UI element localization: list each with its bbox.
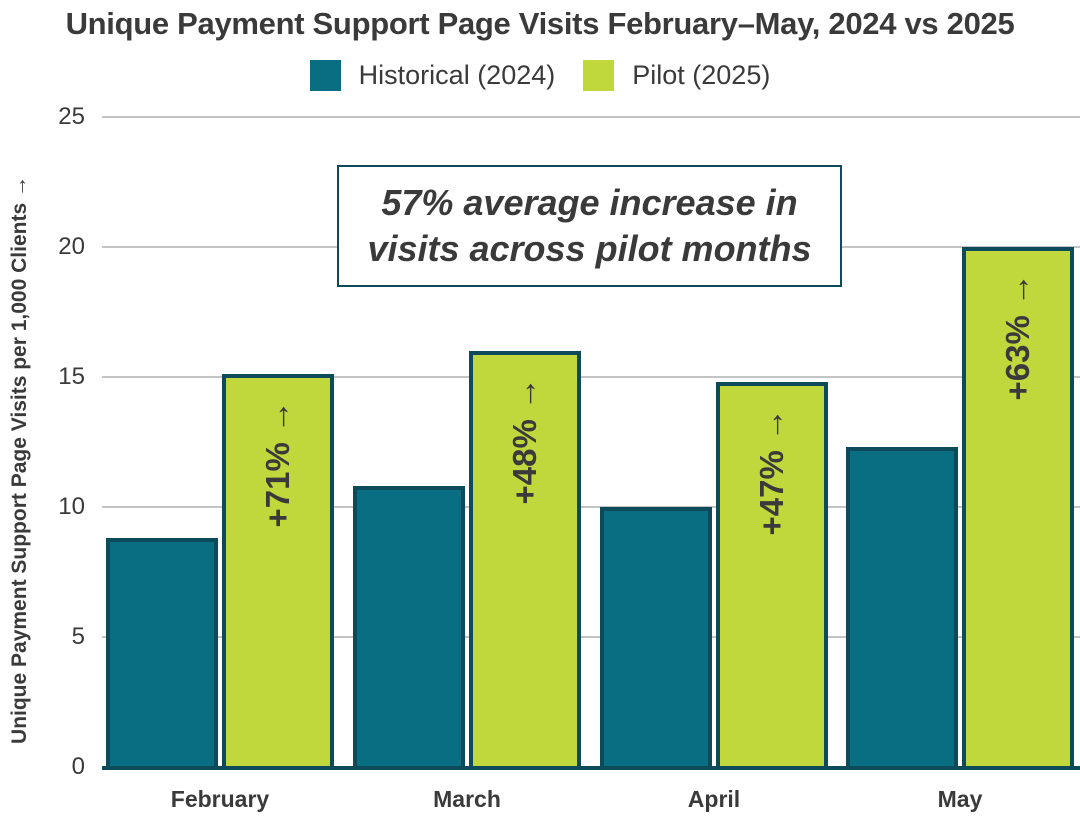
bar-historical-april	[600, 507, 712, 767]
legend: Historical (2024) Pilot (2025)	[0, 60, 1080, 91]
bar-pilot-may: +63% →	[962, 247, 1074, 767]
y-tick-label: 15	[58, 363, 85, 390]
legend-item-historical: Historical (2024)	[309, 60, 556, 91]
chart-title: Unique Payment Support Page Visits Febru…	[65, 6, 1015, 41]
legend-label-historical: Historical (2024)	[358, 60, 556, 90]
legend-label-pilot: Pilot (2025)	[632, 60, 771, 90]
bar-percent-label: +48% →	[506, 377, 543, 505]
bar-pilot-february: +71% →	[222, 374, 334, 767]
legend-swatch-historical	[309, 60, 341, 91]
x-tick-label-april: April	[687, 786, 741, 812]
bar-historical-march	[353, 486, 465, 767]
bar-percent-label: +63% →	[999, 273, 1036, 401]
bar-pilot-march: +48% →	[469, 351, 581, 767]
annotation-line-1: 57% average increase in	[381, 182, 798, 223]
y-axis-label: Unique Payment Support Page Visits per 1…	[8, 176, 31, 744]
bar-pilot-april: +47% →	[716, 382, 828, 767]
bar-percent-label: +71% →	[259, 400, 296, 528]
legend-swatch-pilot	[583, 60, 615, 91]
y-tick-label: 0	[71, 753, 85, 780]
y-tick-label: 20	[58, 233, 85, 260]
y-tick-label: 25	[58, 103, 85, 130]
legend-item-pilot: Pilot (2025)	[583, 60, 770, 91]
gridline	[102, 636, 1080, 638]
annotation-line-2: visits across pilot months	[367, 228, 812, 269]
y-tick-label: 10	[58, 493, 85, 520]
bar-percent-label: +47% →	[753, 408, 790, 536]
gridline	[102, 116, 1080, 118]
bar-historical-may	[846, 447, 958, 767]
bar-historical-february	[106, 538, 218, 767]
gridline	[102, 506, 1080, 508]
gridline	[102, 376, 1080, 378]
y-tick-label: 5	[71, 623, 85, 650]
x-tick-label-may: May	[937, 786, 983, 812]
x-axis-baseline	[102, 766, 1080, 770]
annotation-box: 57% average increase in visits across pi…	[337, 165, 842, 287]
x-tick-label-march: March	[433, 786, 501, 812]
x-tick-label-february: February	[170, 786, 270, 812]
